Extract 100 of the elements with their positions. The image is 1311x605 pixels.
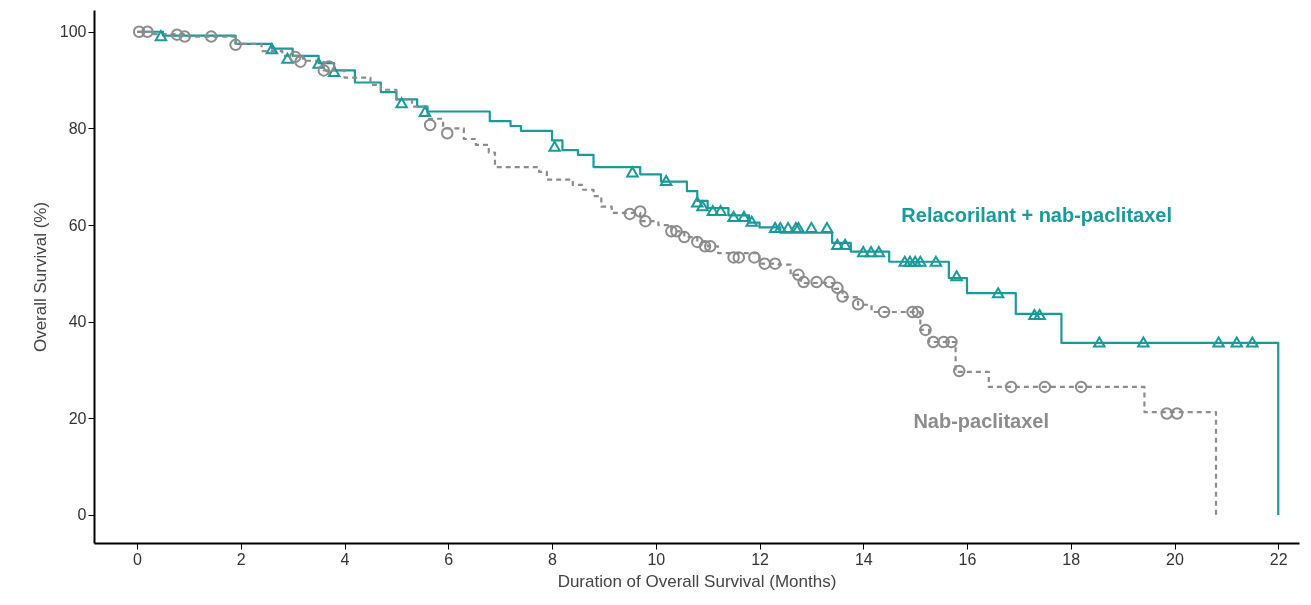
point [831,238,844,250]
point [906,305,919,319]
point [633,205,647,218]
series-label: Relacorilant + nab-paclitaxel [901,204,1173,227]
y-tick-label: 80 [68,119,87,137]
point [317,64,331,77]
point [714,205,727,217]
x-tick-label: 0 [133,550,143,568]
point [877,305,891,319]
point [831,281,844,295]
point [851,298,865,311]
point [727,251,740,264]
y-tick-label: 100 [59,23,87,41]
point [696,200,709,212]
point [691,235,704,249]
point [797,275,810,289]
point [265,43,279,55]
point [872,246,886,258]
point [294,55,307,68]
x-axis-title: Duration of Overall Survival (Months) [557,571,837,591]
point [991,287,1005,299]
point [820,221,834,233]
y-axis-title: Overall Survival (%) [30,201,50,353]
point [639,214,652,228]
point [1093,336,1106,348]
x-tick-label: 14 [854,550,873,568]
point [1074,380,1088,394]
x-tick-label: 2 [236,550,246,568]
point [758,257,771,270]
series-label: Nab-paclitaxel [913,410,1050,433]
point [704,240,717,253]
point [423,118,437,132]
y-tick-label: 60 [68,216,87,234]
point [768,221,782,233]
point [322,60,336,73]
y-tick-label: 0 [77,506,87,524]
point [418,105,432,118]
point [691,196,704,208]
point [548,140,561,152]
point [281,52,294,64]
point [395,97,408,109]
point [706,205,720,217]
point [204,30,218,43]
point [1246,336,1259,348]
point [857,246,870,258]
point [745,215,758,227]
x-tick-label: 8 [548,550,558,568]
point [950,270,963,282]
x-tick-label: 10 [647,550,666,568]
x-tick-label: 16 [958,550,977,568]
point [1038,380,1052,394]
point [898,255,912,267]
point [1212,336,1225,348]
point [229,38,242,52]
point [1137,336,1150,348]
point [659,175,673,187]
point [929,255,943,267]
point [132,25,146,38]
point [141,25,154,38]
point [727,210,740,222]
point [768,257,782,270]
point [945,335,958,349]
point [952,364,966,378]
point [623,207,637,221]
y-tick-label: 40 [68,313,87,331]
point [732,251,746,264]
point [154,30,168,42]
point [914,255,927,267]
point [178,30,192,43]
point [927,335,940,349]
point [864,246,878,258]
point [1028,308,1041,320]
point [919,323,932,337]
point [665,225,678,238]
point [698,240,712,253]
point [1230,336,1243,348]
x-tick-label: 18 [1062,550,1081,568]
point [626,166,639,178]
point [838,238,852,250]
point [327,65,341,77]
point [441,126,454,140]
x-tick-label: 4 [340,550,350,568]
x-tick-label: 22 [1269,550,1288,568]
point [170,28,184,41]
point [289,50,302,64]
point [810,275,823,289]
point [937,335,950,349]
point [1160,407,1173,420]
x-tick-label: 12 [751,550,770,568]
point [805,221,818,233]
y-tick-label: 20 [68,409,87,427]
point [670,225,683,238]
point [1004,380,1018,394]
x-tick-label: 6 [444,550,454,568]
point [748,251,761,264]
point [678,230,691,244]
point [312,57,325,69]
point [908,255,922,267]
point [911,305,924,319]
x-tick-label: 20 [1166,550,1185,568]
